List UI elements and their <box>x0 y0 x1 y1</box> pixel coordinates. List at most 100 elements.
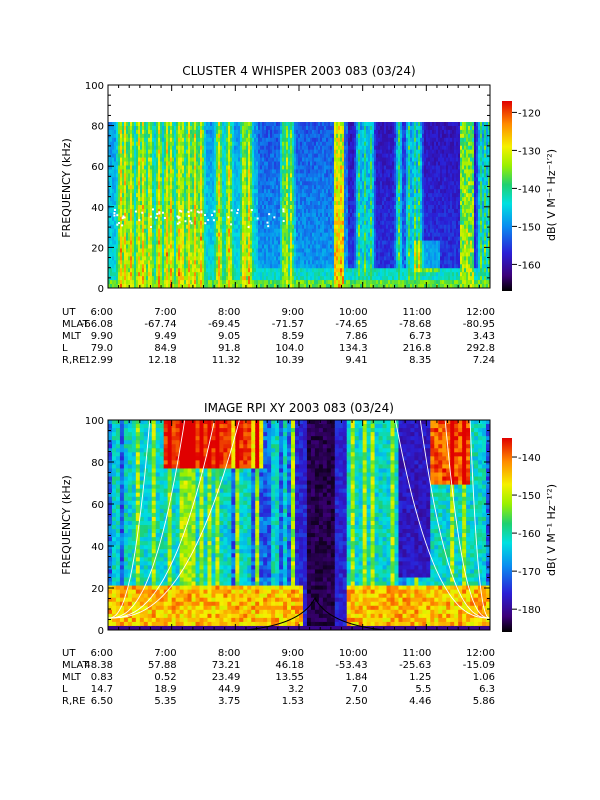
ephemeris-value: 8.35 <box>409 355 431 366</box>
fit-curve <box>419 420 490 619</box>
ephemeris-value: 216.8 <box>403 343 432 354</box>
ephemeris-value: 9.05 <box>218 331 240 342</box>
ephemeris-value: 1.53 <box>282 696 304 707</box>
ephemeris-value: 6.73 <box>409 331 431 342</box>
ephemeris-value: 134.3 <box>339 343 368 354</box>
colorbar-tick-label: -160 <box>518 260 541 271</box>
ephemeris-value: 0.83 <box>91 672 113 683</box>
y-tick-label: 0 <box>98 284 104 295</box>
y-tick-label: 100 <box>85 81 104 92</box>
colorbar-tick-label: -120 <box>518 108 541 119</box>
ephemeris-value: 9.90 <box>91 331 113 342</box>
colorbar-tick-label: -160 <box>518 529 541 540</box>
colorbar-tick-label: -180 <box>518 605 541 616</box>
ephemeris-row-label: UT <box>62 307 76 318</box>
ephemeris-table: UT 6:00 7:00 8:00 9:00 10:00 11:00 12:00 MLAT-66… <box>62 307 495 366</box>
fit-curve <box>108 420 240 619</box>
ephemeris-row-label: UT <box>62 648 76 659</box>
ephemeris-value: 7.0 <box>352 684 368 695</box>
ephemeris-value: 5.35 <box>154 696 176 707</box>
y-axis: 0 20 40 60 80 100 <box>85 416 490 637</box>
fit-curve <box>444 420 490 619</box>
ephemeris-row-label: R,RE <box>62 696 85 707</box>
colorbar-label: dB( V M⁻¹ Hz⁻¹′²) <box>545 149 558 241</box>
ephemeris-value: 9:00 <box>282 307 304 318</box>
ephemeris-value: 8:00 <box>218 307 240 318</box>
ephemeris-value: -53.43 <box>335 660 367 671</box>
y-tick-label: 20 <box>91 584 104 595</box>
ephemeris-value: 12.99 <box>84 355 113 366</box>
ephemeris-value: 48.38 <box>84 660 113 671</box>
colorbar-tick-label: -150 <box>518 222 541 233</box>
ephemeris-value: 12:00 <box>466 648 495 659</box>
ephemeris-value: 11.32 <box>212 355 241 366</box>
x-axis <box>107 85 491 288</box>
ephemeris-value: 1.25 <box>409 672 431 683</box>
ephemeris-value: 8.59 <box>282 331 304 342</box>
ephemeris-row-label: L <box>62 684 68 695</box>
ephemeris-value: 7:00 <box>154 648 176 659</box>
colorbar-tick-label: -130 <box>518 146 541 157</box>
ephemeris-value: 2.50 <box>345 696 367 707</box>
y-tick-label: 0 <box>98 626 104 637</box>
colorbar <box>502 438 512 632</box>
ephemeris-value: 5.5 <box>415 684 431 695</box>
y-tick-label: 80 <box>91 122 104 133</box>
ephemeris-row-label: R,RE <box>62 355 85 366</box>
panel-rpi: IMAGE RPI XY 2003 083 (03/24) 0 20 40 60 80 1… <box>60 401 558 707</box>
y-tick-label: 20 <box>91 243 104 254</box>
ephemeris-value: -15.09 <box>463 660 495 671</box>
ephemeris-value: -66.08 <box>81 319 113 330</box>
colorbar-tick-label: -140 <box>518 184 541 195</box>
ephemeris-value: 9.49 <box>154 331 176 342</box>
ephemeris-value: 5.86 <box>473 696 495 707</box>
y-axis-label: FREQUENCY (kHz) <box>60 138 73 238</box>
ephemeris-value: -80.95 <box>463 319 495 330</box>
ephemeris-value: 7:00 <box>154 307 176 318</box>
ephemeris-value: 9:00 <box>282 648 304 659</box>
ephemeris-table: UT 6:00 7:00 8:00 9:00 10:00 11:00 12:00 MLAT48.… <box>62 648 495 707</box>
y-tick-label: 40 <box>91 542 104 553</box>
ephemeris-value: 3.75 <box>218 696 240 707</box>
y-tick-label: 60 <box>91 162 104 173</box>
colorbar-label: dB( V M⁻¹ Hz⁻¹′²) <box>545 484 558 576</box>
ephemeris-value: -67.74 <box>144 319 176 330</box>
ephemeris-value: 84.9 <box>154 343 176 354</box>
ephemeris-value: 73.21 <box>212 660 241 671</box>
ephemeris-value: 10.39 <box>275 355 304 366</box>
ephemeris-value: 23.49 <box>212 672 241 683</box>
ephemeris-value: 11:00 <box>403 307 432 318</box>
colorbar-tick-label: -150 <box>518 491 541 502</box>
colorbar-tick-label: -170 <box>518 567 541 578</box>
ephemeris-value: 6.50 <box>91 696 113 707</box>
ephemeris-value: -25.63 <box>399 660 431 671</box>
ephemeris-value: 91.8 <box>218 343 240 354</box>
ephemeris-value: 6.3 <box>479 684 495 695</box>
ephemeris-value: 6:00 <box>91 648 113 659</box>
ephemeris-row-label: MLT <box>62 672 82 683</box>
x-axis <box>107 420 491 630</box>
ephemeris-value: 292.8 <box>466 343 495 354</box>
fit-curve <box>108 420 151 619</box>
colorbar <box>502 101 512 291</box>
ephemeris-value: 14.7 <box>91 684 113 695</box>
ephemeris-row-label: MLAT <box>62 319 89 330</box>
ephemeris-value: 1.84 <box>345 672 367 683</box>
colorbar-tick-label: -140 <box>518 453 541 464</box>
ephemeris-value: 57.88 <box>148 660 177 671</box>
ephemeris-row-label: L <box>62 343 68 354</box>
y-tick-label: 80 <box>91 458 104 469</box>
ephemeris-value: -69.45 <box>208 319 240 330</box>
ephemeris-value: 10:00 <box>339 648 368 659</box>
ephemeris-row-label: MLT <box>62 331 82 342</box>
y-axis: 0 20 40 60 80 100 <box>85 81 490 295</box>
y-axis-label: FREQUENCY (kHz) <box>60 475 73 575</box>
spectrogram <box>108 122 490 288</box>
ephemeris-value: 3.43 <box>473 331 495 342</box>
ephemeris-value: 46.18 <box>275 660 304 671</box>
ephemeris-value: 13.55 <box>275 672 304 683</box>
ephemeris-value: 12:00 <box>466 307 495 318</box>
ephemeris-value: 0.52 <box>154 672 176 683</box>
ephemeris-value: 3.2 <box>288 684 304 695</box>
